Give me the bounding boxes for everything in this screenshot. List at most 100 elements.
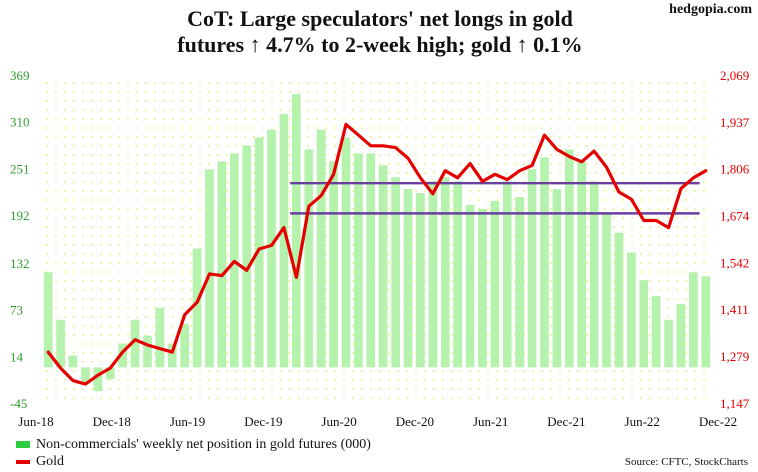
bar bbox=[217, 161, 227, 368]
x-axis-tick-label: Dec-21 bbox=[547, 414, 585, 429]
x-axis-tick-label: Dec-20 bbox=[396, 414, 434, 429]
x-axis-tick-label: Jun-18 bbox=[18, 414, 53, 429]
bar bbox=[354, 153, 363, 368]
bar bbox=[440, 177, 450, 368]
bar bbox=[341, 137, 351, 368]
legend-item-net-position: Non-commercials' weekly net position in … bbox=[16, 436, 371, 453]
left-axis-tick-label: -45 bbox=[10, 396, 27, 411]
bar bbox=[192, 248, 202, 368]
left-axis-tick-label: 14 bbox=[10, 349, 24, 364]
bar bbox=[428, 181, 438, 368]
bar bbox=[639, 280, 649, 368]
chart-grid bbox=[42, 75, 712, 403]
bar bbox=[478, 208, 487, 368]
bar bbox=[614, 232, 624, 368]
legend-swatch-green bbox=[16, 441, 30, 448]
bar bbox=[143, 335, 152, 368]
left-axis-tick-label: 369 bbox=[10, 68, 30, 83]
bar bbox=[316, 129, 326, 368]
bar bbox=[378, 165, 388, 368]
bar bbox=[68, 355, 78, 368]
bar bbox=[118, 343, 127, 368]
gold-price-line bbox=[46, 122, 708, 386]
source-note: Source: CFTC, StockCharts bbox=[624, 456, 748, 468]
right-axis-tick-label: 1,147 bbox=[720, 396, 750, 411]
chart-legend: Non-commercials' weekly net position in … bbox=[16, 436, 371, 470]
bar bbox=[627, 252, 636, 368]
bar bbox=[515, 197, 525, 368]
bar bbox=[105, 367, 115, 380]
bar bbox=[602, 212, 611, 368]
left-axis-tick-label: 132 bbox=[10, 256, 30, 271]
chart-title: CoT: Large speculators' net longs in gol… bbox=[120, 6, 640, 58]
right-axis-tick-label: 1,279 bbox=[720, 349, 749, 364]
bar bbox=[465, 204, 475, 368]
bar bbox=[130, 319, 140, 368]
right-axis-tick-label: 1,937 bbox=[720, 115, 750, 130]
bar bbox=[651, 296, 661, 368]
right-axis-tick-label: 1,806 bbox=[720, 162, 750, 177]
right-axis-tick-label: 2,069 bbox=[720, 68, 749, 83]
bar bbox=[403, 189, 413, 368]
bar bbox=[167, 343, 177, 368]
bar bbox=[329, 161, 338, 368]
bar bbox=[664, 319, 673, 368]
bar bbox=[453, 181, 462, 368]
bar bbox=[577, 161, 587, 368]
bar bbox=[279, 113, 289, 368]
x-axis-tick-label: Dec-18 bbox=[93, 414, 131, 429]
legend-item-gold: Gold bbox=[16, 453, 371, 470]
chart-reference-lines bbox=[290, 181, 700, 215]
left-axis-tick-label: 192 bbox=[10, 208, 30, 223]
bar bbox=[564, 149, 574, 368]
bar bbox=[689, 272, 698, 368]
bar bbox=[81, 367, 90, 384]
bar bbox=[701, 276, 711, 368]
bar bbox=[527, 169, 537, 368]
right-axis-ticks: 1,147 1,279 1,411 1,542 1,674 1,806 1,937 2,069 bbox=[720, 68, 750, 411]
bar bbox=[540, 157, 549, 368]
bar bbox=[589, 181, 599, 368]
right-axis-tick-label: 1,674 bbox=[720, 209, 750, 224]
left-axis-tick-label: 251 bbox=[10, 161, 30, 176]
bar bbox=[366, 153, 376, 368]
bar bbox=[242, 145, 252, 368]
chart-title-line2: futures ↑ 4.7% to 2-week high; gold ↑ 0.… bbox=[177, 32, 583, 57]
right-axis-tick-label: 1,542 bbox=[720, 255, 749, 270]
bar bbox=[676, 303, 686, 368]
bar bbox=[267, 129, 276, 368]
right-axis-tick-label: 1,411 bbox=[720, 302, 749, 317]
x-axis-tick-label: Jun-20 bbox=[321, 414, 356, 429]
x-axis-tick-label: Dec-19 bbox=[244, 414, 282, 429]
bar bbox=[391, 177, 400, 368]
plot-area bbox=[42, 75, 712, 403]
legend-label-net-position: Non-commercials' weekly net position in … bbox=[36, 436, 371, 452]
bar bbox=[292, 94, 301, 368]
left-axis-tick-label: 310 bbox=[10, 115, 30, 130]
bar bbox=[205, 169, 214, 368]
bar bbox=[502, 181, 512, 368]
bar bbox=[43, 272, 53, 368]
bar bbox=[304, 149, 314, 368]
x-axis-tick-label: Dec-22 bbox=[699, 414, 737, 429]
bar bbox=[155, 307, 165, 368]
bar bbox=[416, 193, 425, 368]
bar bbox=[180, 323, 190, 368]
x-axis-tick-label: Jun-19 bbox=[170, 414, 205, 429]
bar bbox=[56, 319, 65, 368]
bar bbox=[552, 189, 562, 368]
x-axis-tick-label: Jun-21 bbox=[473, 414, 508, 429]
bar bbox=[490, 200, 500, 368]
x-axis-tick-label: Jun-22 bbox=[625, 414, 660, 429]
left-axis-ticks: -45 14 73 132 192 251 310 369 bbox=[10, 68, 30, 411]
legend-label-gold: Gold bbox=[36, 453, 64, 469]
bar bbox=[254, 137, 264, 368]
x-axis-ticks: Jun-18 Dec-18 Jun-19 Dec-19 Jun-20 Dec-20 Jun-… bbox=[18, 414, 737, 429]
chart-title-line1: CoT: Large speculators' net longs in gol… bbox=[187, 6, 573, 31]
bar bbox=[93, 367, 103, 392]
legend-swatch-red bbox=[16, 459, 30, 464]
chart-line-series bbox=[46, 122, 708, 386]
site-watermark[interactable]: hedgopia.com bbox=[669, 2, 752, 17]
